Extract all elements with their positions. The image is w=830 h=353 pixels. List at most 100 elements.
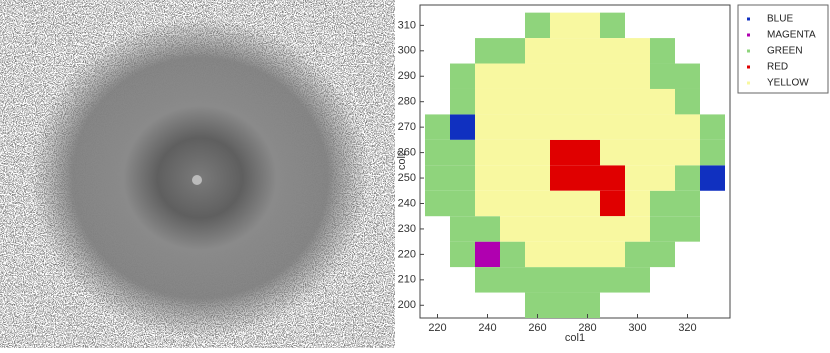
point	[625, 267, 650, 293]
point	[550, 165, 575, 191]
point	[475, 241, 500, 268]
legend-swatch	[747, 49, 750, 53]
point	[500, 190, 525, 217]
point	[600, 241, 625, 268]
point	[525, 190, 550, 217]
point	[425, 114, 450, 140]
point	[600, 190, 625, 217]
y-axis-label: col2	[396, 150, 408, 170]
point	[650, 139, 675, 166]
point	[475, 88, 500, 115]
y-tick-label: 310	[398, 19, 416, 31]
point	[650, 216, 675, 242]
point	[500, 38, 525, 64]
point	[525, 267, 550, 293]
point	[675, 88, 700, 115]
point	[650, 38, 675, 64]
point	[425, 190, 450, 217]
legend-label: MAGENTA	[767, 30, 816, 41]
point	[625, 165, 650, 191]
legend-box	[737, 4, 829, 94]
point	[500, 165, 525, 191]
point	[675, 216, 700, 242]
point	[575, 114, 600, 140]
point	[625, 241, 650, 268]
point	[675, 63, 700, 89]
point	[500, 241, 525, 268]
y-tick-label: 220	[398, 248, 416, 260]
point	[675, 139, 700, 166]
point	[625, 190, 650, 217]
point	[475, 216, 500, 242]
point	[700, 114, 725, 140]
point	[475, 165, 500, 191]
point	[550, 190, 575, 217]
point	[575, 38, 600, 64]
x-tick-label: 320	[678, 322, 696, 334]
point	[625, 139, 650, 166]
point	[625, 63, 650, 89]
x-tick-label: 240	[478, 322, 496, 334]
y-tick-label: 300	[398, 45, 416, 57]
legend-label: YELLOW	[767, 78, 809, 89]
point	[600, 12, 625, 39]
point	[575, 12, 600, 39]
point	[500, 63, 525, 89]
point	[425, 139, 450, 166]
x-tick-label: 260	[528, 322, 546, 334]
point	[550, 114, 575, 140]
point	[625, 38, 650, 64]
point	[550, 292, 575, 318]
legend: BLUE MAGENTA GREEN RED YELLOW	[747, 14, 816, 89]
point	[525, 38, 550, 64]
point	[575, 267, 600, 293]
point	[525, 241, 550, 268]
y-tick-label: 290	[398, 70, 416, 82]
point	[450, 139, 475, 166]
point	[550, 216, 575, 242]
point	[550, 139, 575, 166]
point	[425, 165, 450, 191]
point	[650, 165, 675, 191]
point	[700, 139, 725, 166]
point	[550, 267, 575, 293]
point	[450, 241, 475, 268]
x-tick-label: 300	[628, 322, 646, 334]
point	[600, 38, 625, 64]
point	[625, 216, 650, 242]
point	[475, 63, 500, 89]
point	[525, 292, 550, 318]
x-axis-label: col1	[565, 332, 585, 344]
point	[525, 216, 550, 242]
point	[600, 88, 625, 115]
y-tick-label: 230	[398, 223, 416, 235]
point	[475, 139, 500, 166]
y-tick-label: 280	[398, 96, 416, 108]
point	[650, 63, 675, 89]
x-tick-label: 280	[578, 322, 596, 334]
point	[475, 190, 500, 217]
point	[675, 190, 700, 217]
point	[525, 139, 550, 166]
point	[525, 165, 550, 191]
point	[625, 114, 650, 140]
point	[450, 63, 475, 89]
point	[625, 88, 650, 115]
point	[450, 216, 475, 242]
point	[650, 114, 675, 140]
point	[650, 190, 675, 217]
legend-swatch	[747, 33, 750, 37]
y-tick-label: 240	[398, 197, 416, 209]
point	[475, 267, 500, 293]
point	[700, 165, 725, 191]
point	[450, 165, 475, 191]
point	[525, 88, 550, 115]
point	[675, 114, 700, 140]
point	[600, 63, 625, 89]
legend-swatch	[747, 81, 750, 85]
legend-label: BLUE	[767, 14, 793, 25]
point	[575, 139, 600, 166]
x-tick-label: 220	[428, 322, 446, 334]
point	[450, 190, 475, 217]
